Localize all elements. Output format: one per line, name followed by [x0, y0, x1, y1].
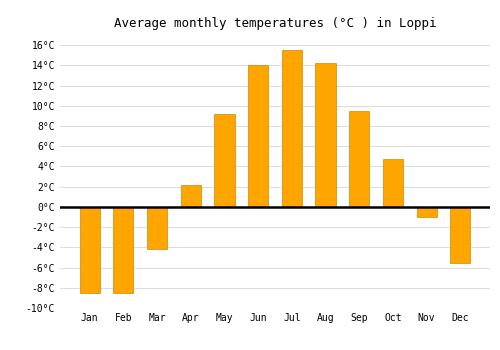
- Bar: [113, 207, 134, 293]
- Bar: [416, 207, 437, 217]
- Bar: [180, 185, 201, 207]
- Bar: [147, 207, 167, 249]
- Bar: [383, 159, 403, 207]
- Bar: [450, 207, 470, 262]
- Title: Average monthly temperatures (°C ) in Loppi: Average monthly temperatures (°C ) in Lo…: [114, 17, 436, 30]
- Bar: [316, 63, 336, 207]
- Bar: [80, 207, 100, 293]
- Bar: [282, 50, 302, 207]
- Bar: [214, 114, 234, 207]
- Bar: [248, 65, 268, 207]
- Bar: [349, 111, 370, 207]
